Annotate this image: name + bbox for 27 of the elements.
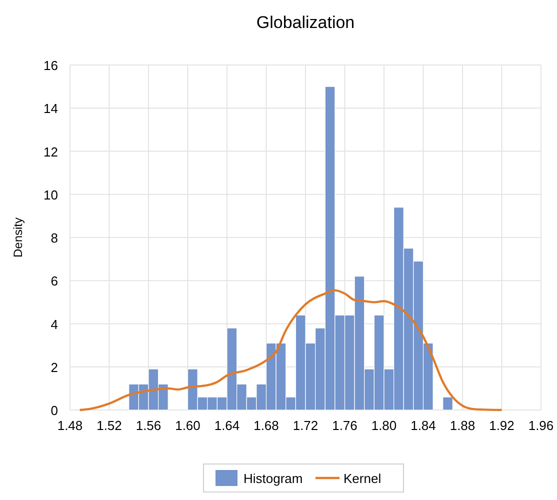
y-tick-label: 12 <box>44 144 58 160</box>
x-tick-label: 1.68 <box>254 418 279 433</box>
x-tick-label: 1.88 <box>450 418 476 433</box>
x-tick-label: 1.84 <box>410 418 436 433</box>
y-tick-label: 8 <box>50 230 58 246</box>
x-tick-label: 1.52 <box>96 418 122 433</box>
chart-title: Globalization <box>256 13 355 32</box>
y-tick-label: 4 <box>50 316 58 332</box>
x-tick-label: 1.56 <box>136 418 162 433</box>
y-tick-label: 14 <box>44 101 58 116</box>
x-tick-label: 1.96 <box>528 418 554 433</box>
legend-label: Histogram <box>244 471 303 486</box>
y-tick-label: 2 <box>50 360 58 375</box>
x-tick-label: 1.60 <box>175 418 200 433</box>
line-series <box>78 289 503 412</box>
y-tick-label: 10 <box>44 187 58 202</box>
y-axis-title: Density <box>11 217 25 258</box>
y-tick-label: 0 <box>50 403 58 418</box>
x-tick-label: 1.92 <box>489 418 514 433</box>
x-tick-label: 1.80 <box>371 418 397 433</box>
y-tick-label: 6 <box>50 274 58 289</box>
x-tick-label: 1.76 <box>332 418 358 433</box>
x-tick-label: 1.64 <box>214 418 240 433</box>
x-tick-label: 1.72 <box>292 418 318 433</box>
y-tick-label: 16 <box>44 58 58 73</box>
legend-label: Kernel <box>344 471 382 486</box>
x-tick-label: 1.48 <box>57 418 83 433</box>
